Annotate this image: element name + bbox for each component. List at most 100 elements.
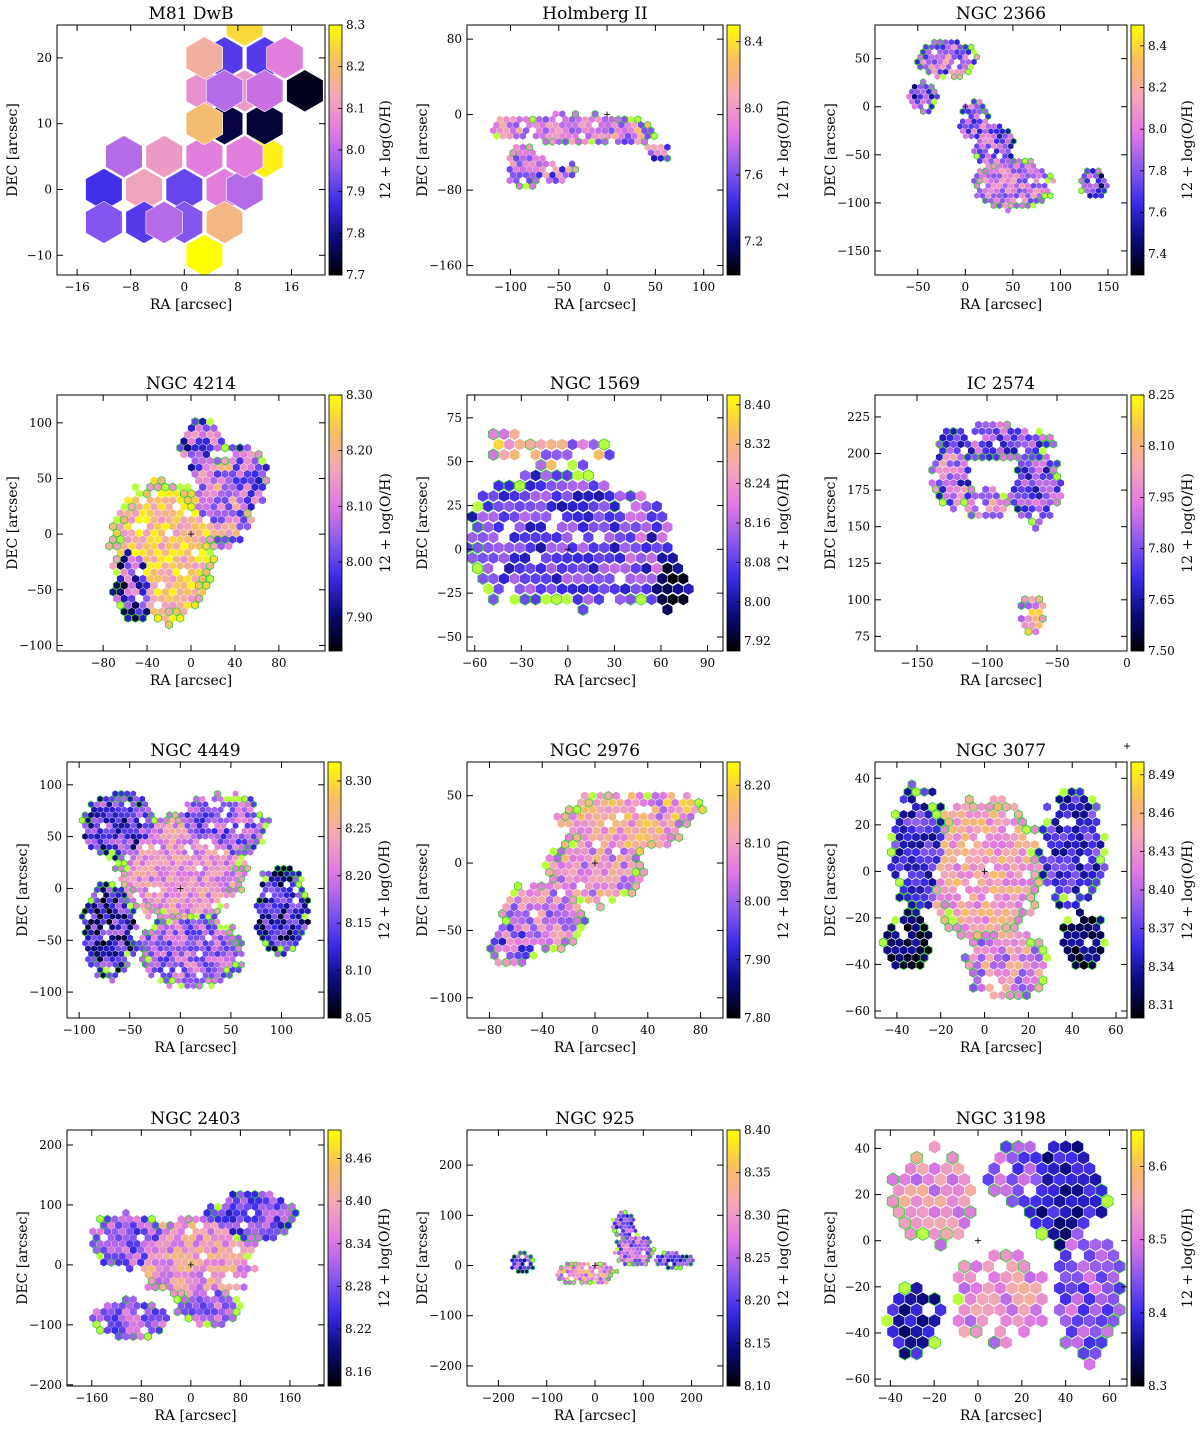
hex-cell xyxy=(979,153,986,160)
hex-cell xyxy=(175,891,182,899)
hex-cell xyxy=(151,1270,159,1279)
hex-cell xyxy=(973,53,980,61)
hex-cell xyxy=(120,880,128,889)
hex-cell xyxy=(503,115,510,124)
colorbar-tick-label: 8.05 xyxy=(345,1011,372,1025)
hex-cell xyxy=(269,1221,277,1230)
hex-cell xyxy=(221,456,229,466)
hex-cell xyxy=(1032,472,1040,481)
hex-cell xyxy=(573,1269,578,1274)
hex-cell xyxy=(121,923,128,931)
hex-cell xyxy=(977,923,986,933)
hex-cell xyxy=(895,938,904,948)
y-tick-label: 75 xyxy=(447,411,462,425)
hex-cell xyxy=(565,1269,570,1274)
hex-cell xyxy=(523,149,530,157)
hex-cell xyxy=(994,138,1000,145)
colorbar-label: 12 + log(O/H) xyxy=(776,100,792,200)
hex-cell xyxy=(218,1307,226,1316)
hex-cell xyxy=(1077,1325,1090,1339)
colorbar-tick-label: 7.80 xyxy=(1148,542,1175,556)
hex-cell xyxy=(100,897,106,904)
hex-cell xyxy=(678,1258,683,1263)
hex-cell xyxy=(917,1314,929,1328)
hex-cell xyxy=(542,115,549,124)
hex-cell xyxy=(133,1215,141,1224)
hex-cell xyxy=(671,812,679,821)
axes-frame xyxy=(874,1129,1128,1387)
hex-cell xyxy=(217,502,225,511)
hex-cell xyxy=(598,1276,603,1282)
hex-cell xyxy=(1060,1162,1072,1176)
hex-cell xyxy=(546,583,557,595)
hex-cell xyxy=(241,817,248,824)
hex-cell xyxy=(199,1264,207,1273)
hex-cell xyxy=(916,885,924,895)
hex-cell xyxy=(109,806,115,813)
hex-cell xyxy=(619,1254,623,1259)
hex-cell xyxy=(223,817,230,824)
hex-cell xyxy=(158,502,166,511)
hex-cell xyxy=(569,1269,574,1274)
hex-cell xyxy=(494,944,503,953)
hex-cell xyxy=(161,587,169,597)
hex-cell xyxy=(139,795,146,803)
hex-cell xyxy=(218,1246,226,1255)
x-tick-label: −30 xyxy=(509,656,534,670)
hex-cell xyxy=(184,548,192,557)
hex-cell xyxy=(687,798,695,808)
hex-cell xyxy=(477,490,488,502)
hex-cell xyxy=(255,1221,263,1230)
hex-cell xyxy=(919,786,929,797)
hex-cell xyxy=(251,1215,259,1224)
hex-cell xyxy=(128,528,136,538)
hex-cell xyxy=(509,593,520,606)
hex-cell xyxy=(604,805,613,814)
hex-cell xyxy=(511,1253,517,1260)
hex-cell xyxy=(191,469,199,479)
hex-cell xyxy=(518,1265,523,1270)
hex-cell xyxy=(301,902,308,910)
hex-cell xyxy=(516,1268,521,1275)
hex-cell xyxy=(623,1247,627,1252)
hex-cell xyxy=(247,463,255,472)
hex-cell xyxy=(887,953,896,963)
hex-cell xyxy=(129,1258,137,1267)
y-tick-label: −100 xyxy=(29,985,62,999)
hex-cell xyxy=(588,1272,593,1278)
hex-cell xyxy=(985,123,991,130)
hex-cell xyxy=(193,827,200,835)
hex-cell xyxy=(530,895,538,905)
hex-cell xyxy=(214,1239,222,1248)
hex-cell xyxy=(968,113,974,120)
hex-cell xyxy=(97,913,103,920)
hex-cell xyxy=(643,1247,648,1252)
hex-cell xyxy=(523,171,530,179)
hex-cell xyxy=(113,515,121,524)
hex-cell xyxy=(187,528,195,538)
hex-cell xyxy=(965,48,972,56)
hex-cell xyxy=(621,1243,625,1248)
hex-cell xyxy=(185,1276,193,1285)
hex-cell xyxy=(115,1307,123,1316)
hex-cell xyxy=(280,886,287,894)
hex-cell xyxy=(1072,1162,1084,1176)
hex-cell xyxy=(647,839,656,850)
hex-cell xyxy=(206,548,214,557)
hex-cell xyxy=(1002,172,1008,179)
hex-cell xyxy=(647,1247,652,1252)
hex-cell xyxy=(625,1213,630,1219)
hex-cell xyxy=(679,798,687,808)
hex-cell xyxy=(973,915,982,925)
hex-cell xyxy=(1054,1194,1066,1208)
hex-cell xyxy=(944,908,953,917)
hex-cell xyxy=(144,1221,152,1230)
hex-cell xyxy=(498,490,509,502)
hex-cell xyxy=(206,443,214,452)
hex-cell xyxy=(518,888,526,898)
hex-cell xyxy=(621,1228,625,1234)
hex-cell xyxy=(202,502,210,511)
hex-cell xyxy=(256,929,263,936)
hex-cell xyxy=(217,945,224,952)
x-tick-label: 0 xyxy=(177,1023,185,1037)
